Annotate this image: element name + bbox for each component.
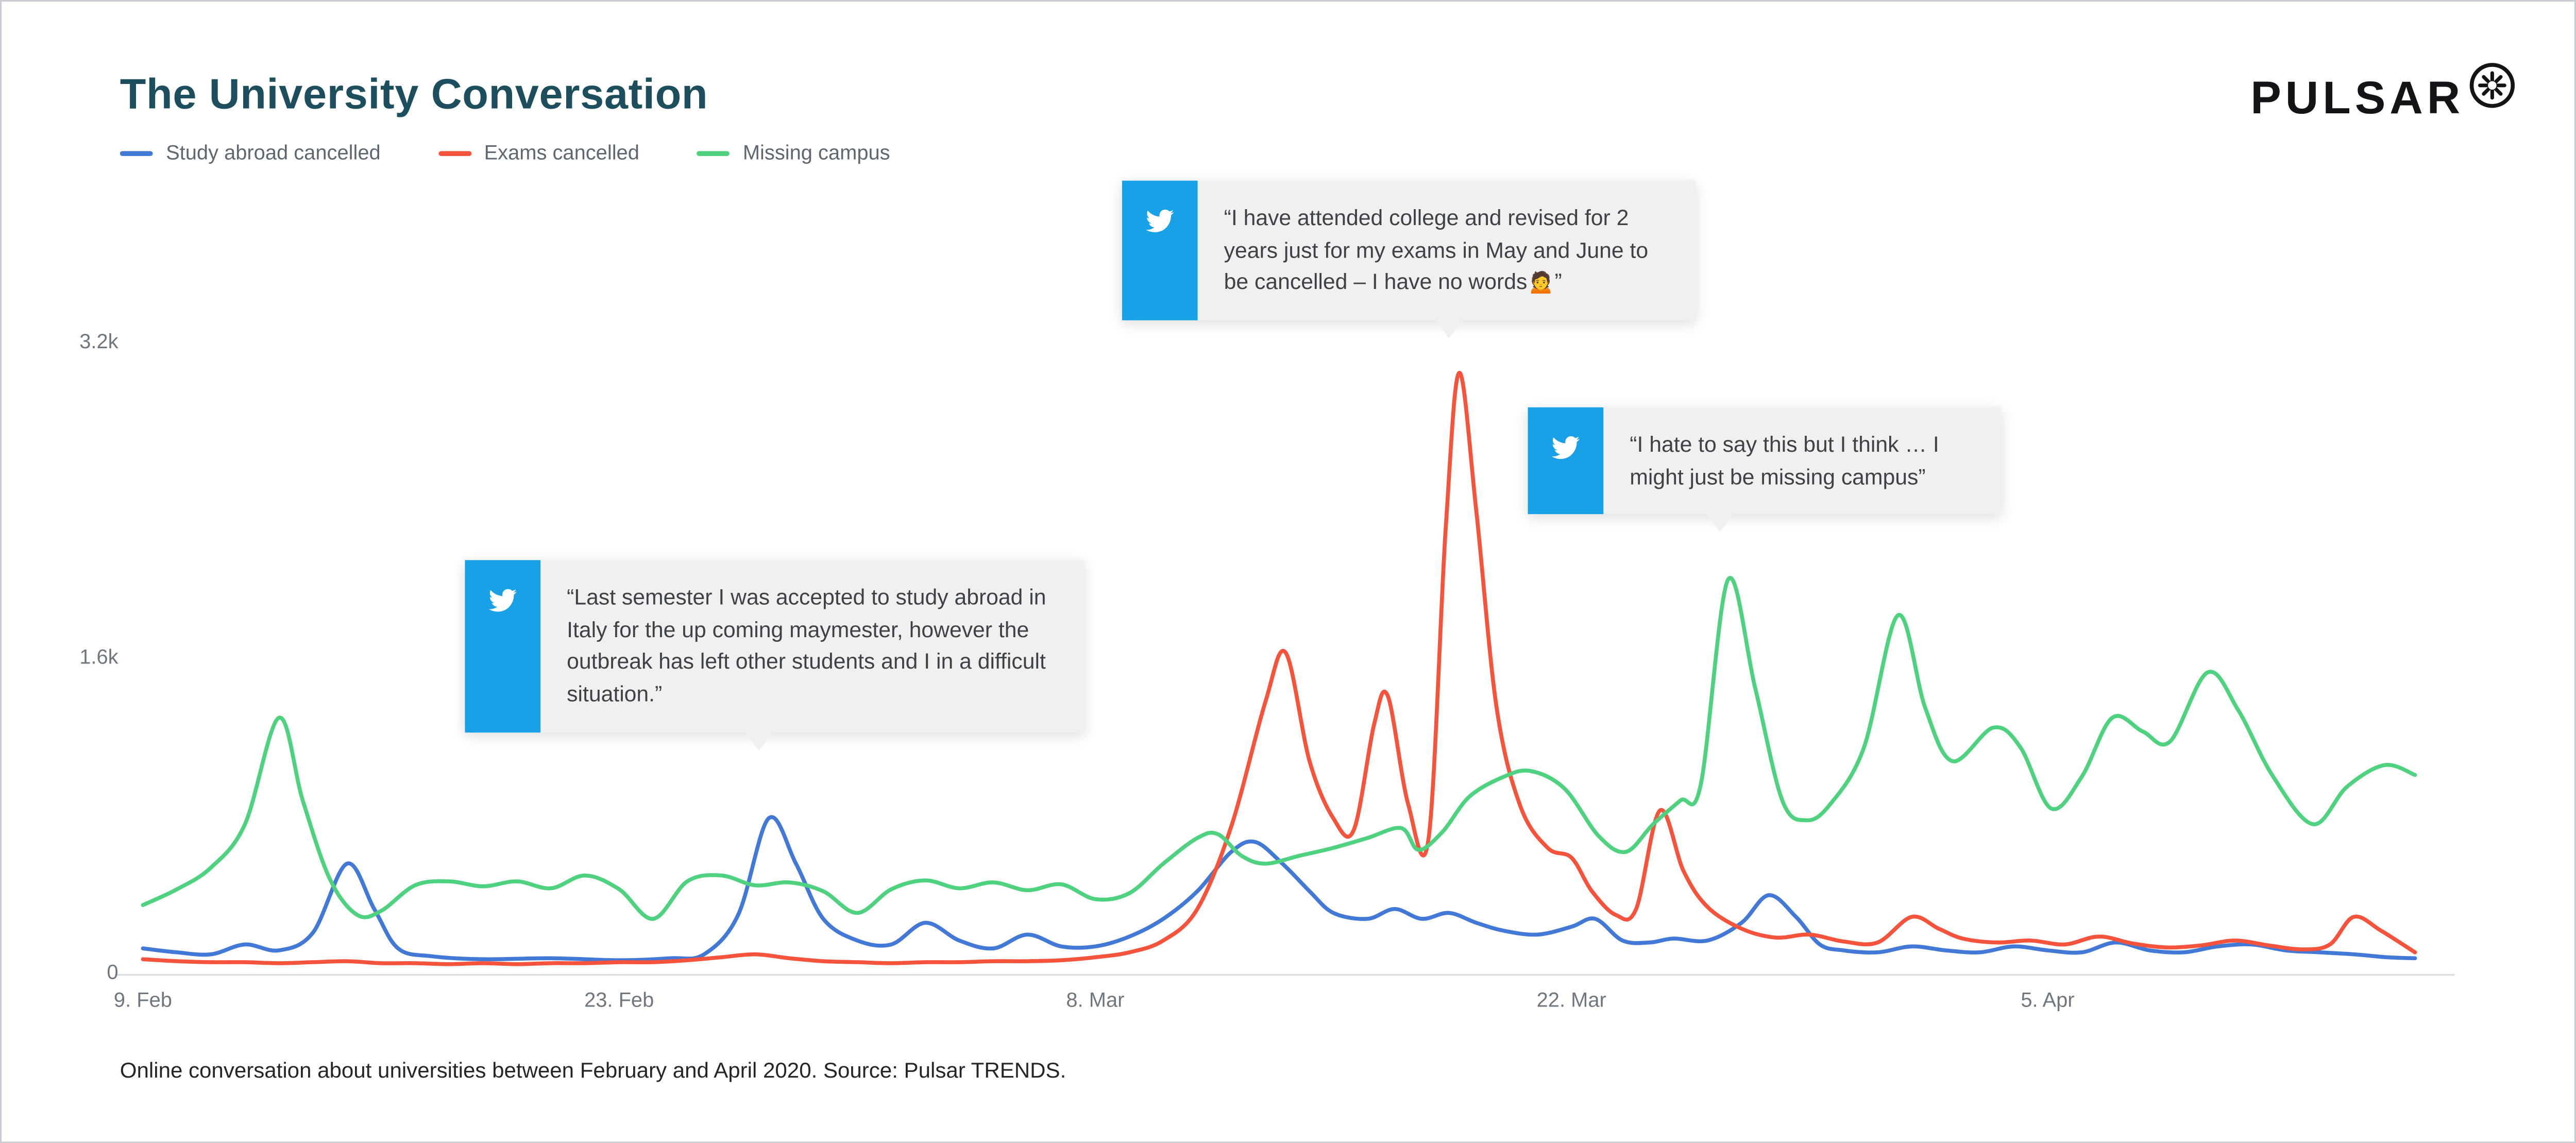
x-axis-label: 5. Apr: [2021, 988, 2075, 1012]
pulsar-logo-icon: [2469, 63, 2515, 108]
callout-pointer: [1434, 318, 1464, 339]
page-title: The University Conversation: [120, 69, 708, 118]
callout-pointer: [1705, 513, 1735, 533]
legend-swatch: [120, 150, 153, 156]
x-axis-label: 23. Feb: [584, 988, 654, 1012]
legend-swatch: [438, 150, 471, 156]
twitter-icon: [488, 589, 517, 612]
legend-item-study-abroad-cancelled: Study abroad cancelled: [120, 141, 381, 164]
legend-label: Exams cancelled: [484, 141, 639, 164]
legend-label: Missing campus: [742, 141, 890, 164]
twitter-icon-block: [465, 560, 541, 732]
twitter-icon: [1146, 209, 1174, 232]
pulsar-logo-text: PULSAR: [2250, 72, 2465, 124]
tweet-text: “I have attended college and revised for…: [1224, 205, 1649, 295]
callout-pointer: [744, 730, 774, 750]
x-axis-label: 9. Feb: [113, 988, 172, 1012]
tweet-callout-missing-campus: “I hate to say this but I think … I migh…: [1528, 407, 2001, 533]
legend-swatch: [697, 150, 730, 156]
source-caption: Online conversation about universities b…: [120, 1057, 1066, 1083]
pulsar-logo: PULSAR: [2250, 63, 2517, 125]
x-axis-line: [115, 974, 2455, 976]
tweet-callout-exams-cancelled: “I have attended college and revised for…: [1122, 180, 1696, 339]
tweet-text: “I hate to say this but I think … I migh…: [1630, 432, 1939, 489]
legend-item-exams-cancelled: Exams cancelled: [438, 141, 639, 164]
y-axis-label: 0: [107, 961, 118, 984]
legend-item-missing-campus: Missing campus: [697, 141, 890, 164]
series-line-study-abroad-cancelled: [141, 815, 2417, 962]
chart-legend: Study abroad cancelled Exams cancelled Mis…: [120, 141, 890, 164]
twitter-icon-block: [1528, 407, 1604, 515]
tweet-text: “Last semester I was accepted to study a…: [567, 585, 1046, 707]
tweet-callout-study-abroad: “Last semester I was accepted to study a…: [465, 560, 1084, 750]
twitter-icon-block: [1122, 180, 1198, 321]
x-axis-label: 22. Mar: [1536, 988, 1606, 1012]
y-axis-label: 1.6k: [79, 645, 118, 669]
legend-label: Study abroad cancelled: [166, 141, 381, 164]
x-axis-label: 8. Mar: [1066, 988, 1125, 1012]
twitter-icon: [1551, 436, 1580, 459]
y-axis-label: 3.2k: [79, 330, 118, 353]
